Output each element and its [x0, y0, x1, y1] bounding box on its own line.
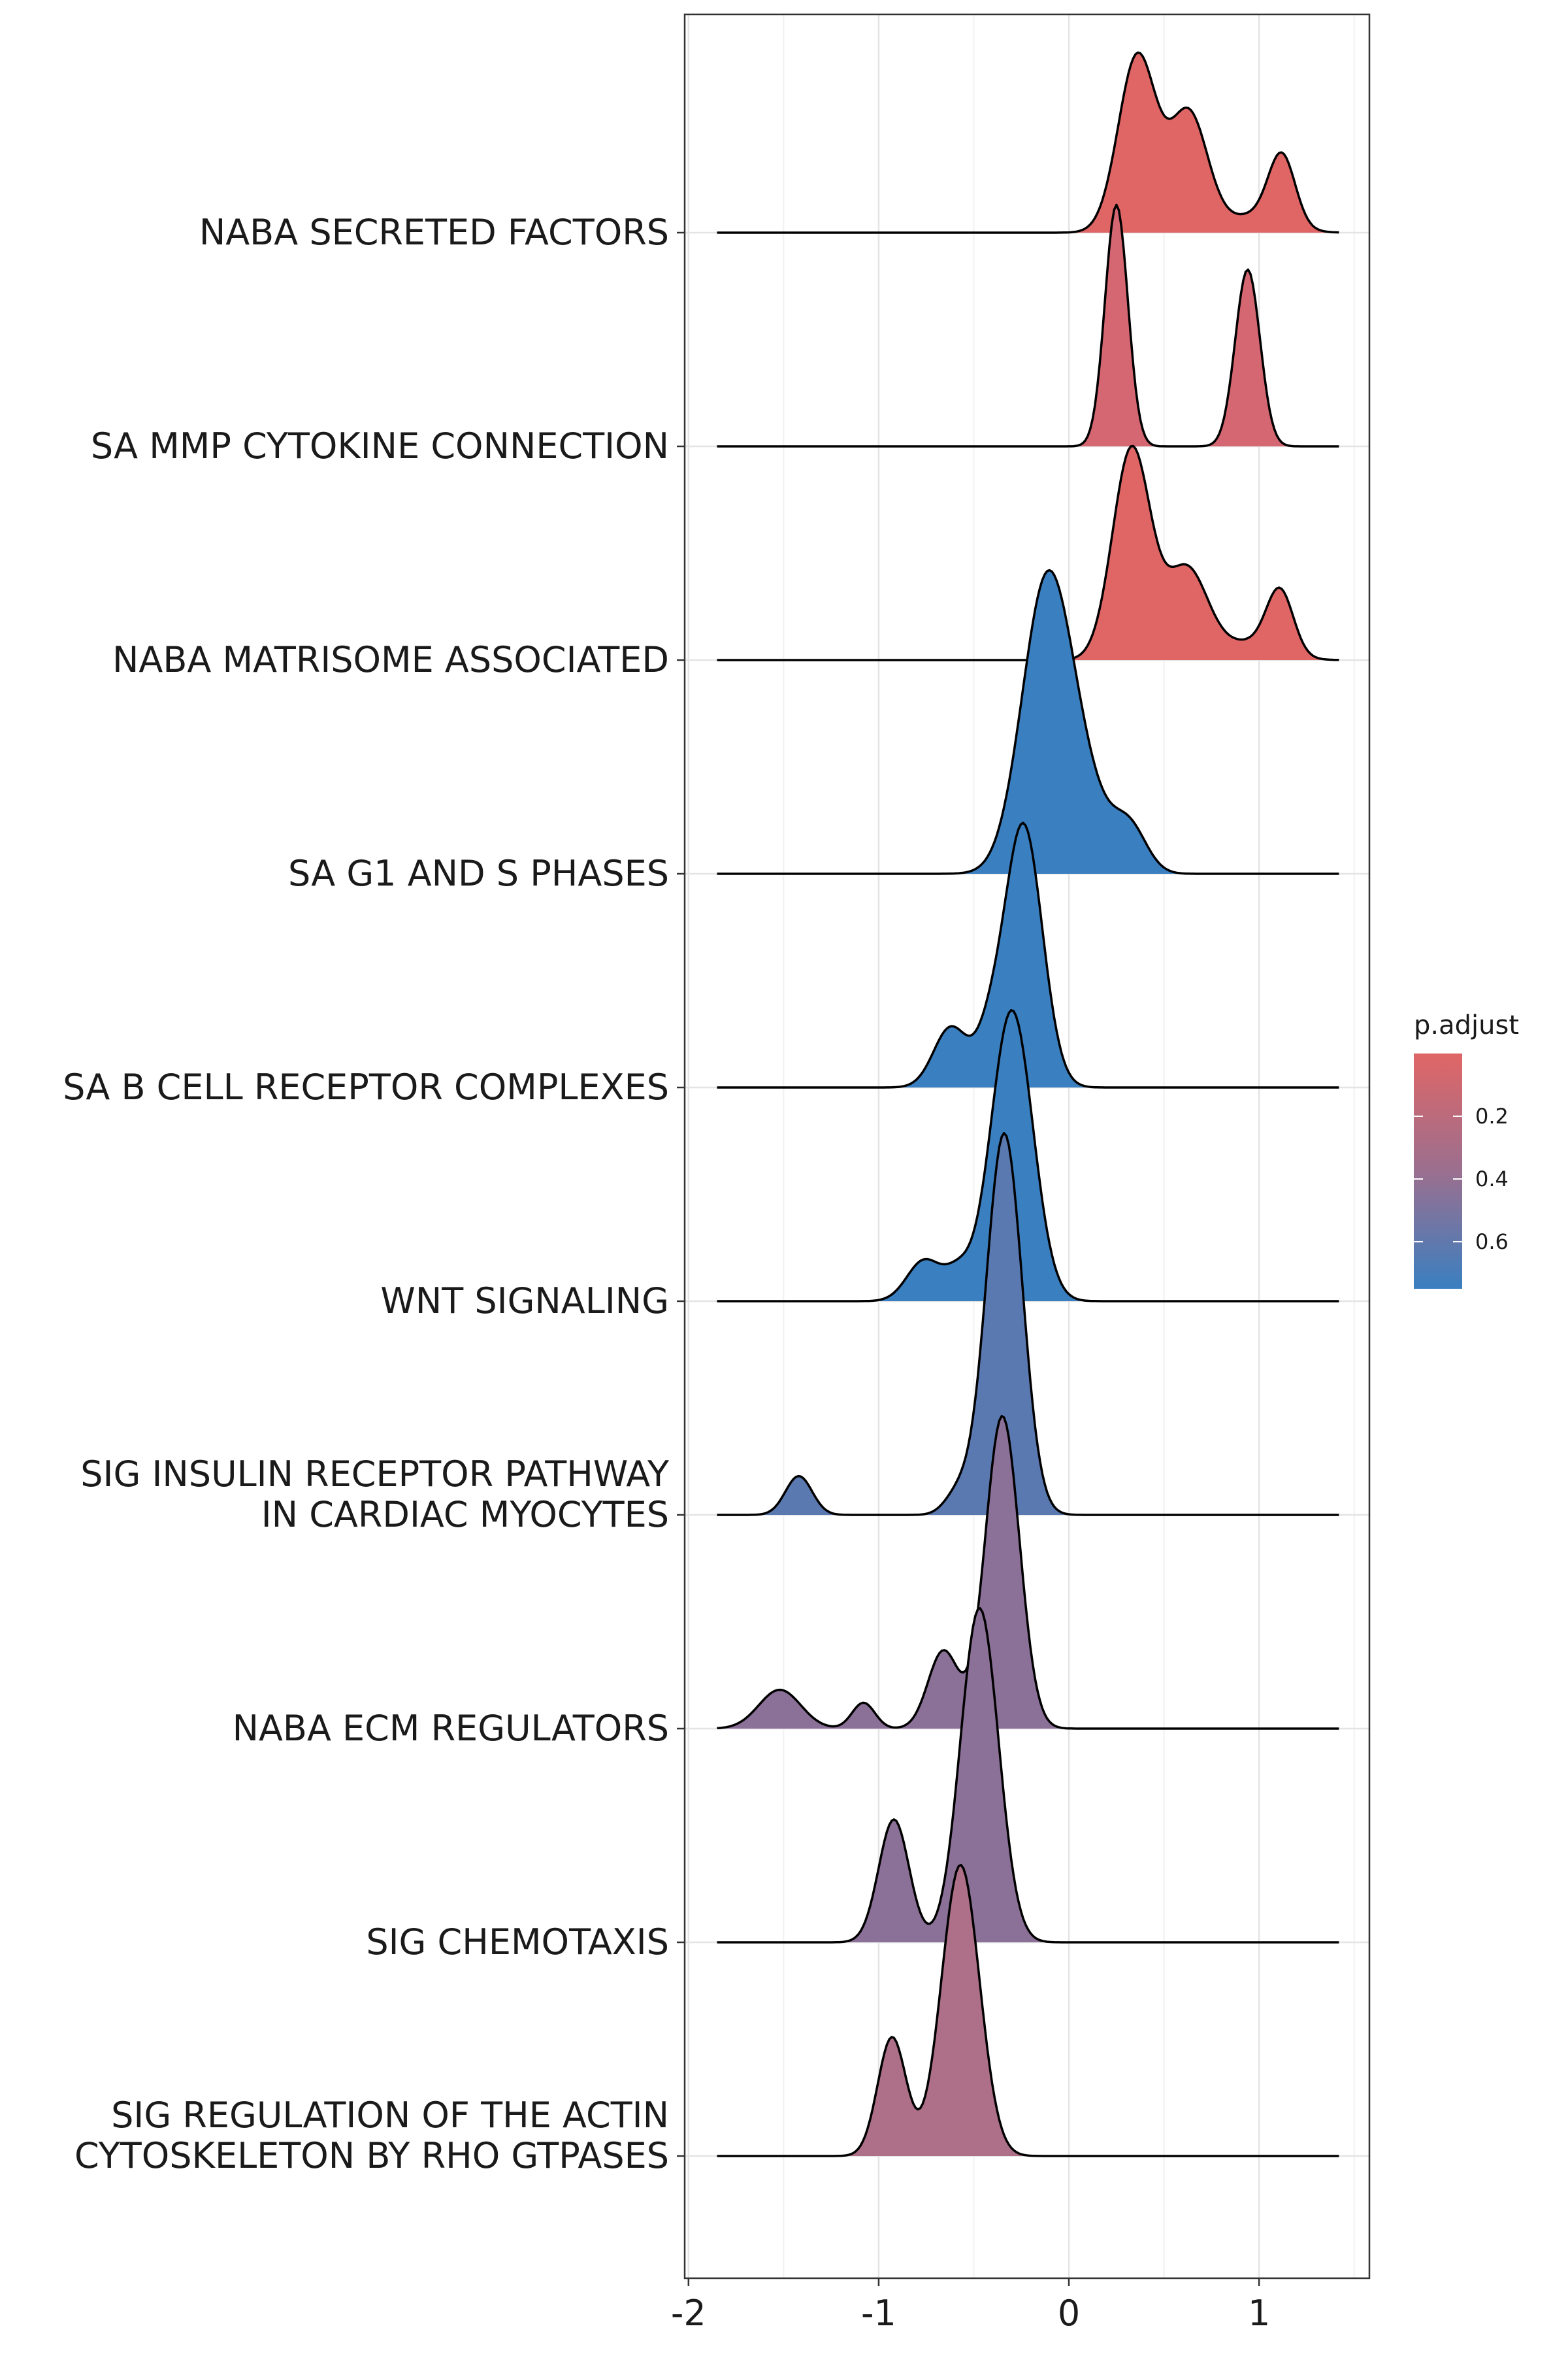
ridge-outline	[717, 1863, 1339, 2157]
ridge-outline	[717, 203, 1339, 448]
ridge-fill	[717, 1010, 1339, 1301]
y-tick-label: SA B CELL RECEPTOR COMPLEXES	[63, 1067, 669, 1108]
ridge-outline	[717, 51, 1339, 234]
ridge-fill	[717, 823, 1339, 1087]
ridge-fill	[717, 52, 1339, 233]
x-tick-label: -1	[861, 2293, 896, 2334]
x-tick-label: -2	[671, 2293, 706, 2334]
panel-border	[683, 13, 1371, 2280]
ridge-fill	[717, 446, 1339, 660]
ridge-fill	[717, 1133, 1339, 1515]
ridge-outline	[717, 1607, 1339, 1944]
legend-ticks: 0.2 0.4 0.6	[1414, 1104, 1509, 1254]
y-tick-label: IN CARDIAC MYOCYTES	[261, 1494, 669, 1535]
y-tick-label: NABA SECRETED FACTORS	[199, 212, 669, 253]
ridge-outline	[717, 1415, 1339, 1730]
y-tick-label: WNT SIGNALING	[380, 1280, 669, 1321]
y-tick-label: NABA ECM REGULATORS	[233, 1708, 669, 1749]
x-axis: -2 -1 0 1	[671, 2278, 1270, 2334]
y-tick-label: SIG CHEMOTAXIS	[366, 1921, 669, 1963]
legend-colorbar	[1414, 1054, 1462, 1289]
color-legend: p.adjust 0.2 0.4 0.6	[1414, 1010, 1519, 1289]
ridge-layer	[717, 51, 1339, 2157]
legend-tick-label: 0.2	[1475, 1104, 1509, 1129]
y-tick-label: SIG REGULATION OF THE ACTIN	[111, 2095, 669, 2136]
y-tick-label: SA MMP CYTOKINE CONNECTION	[91, 425, 669, 467]
y-tick-label: CYTOSKELETON BY RHO GTPASES	[74, 2135, 669, 2176]
ridge-outline	[717, 821, 1339, 1089]
ridge-outline	[717, 1008, 1339, 1302]
legend-tick-label: 0.6	[1475, 1229, 1509, 1254]
x-tick-label: 1	[1248, 2293, 1270, 2334]
legend-title: p.adjust	[1414, 1010, 1519, 1040]
ridge-outline	[717, 569, 1339, 875]
ridge-fill	[717, 570, 1339, 874]
y-tick-label: NABA MATRISOME ASSOCIATED	[112, 639, 669, 680]
ridge-outline	[717, 1132, 1339, 1516]
legend-tick-label: 0.4	[1475, 1167, 1509, 1191]
ridge-fill	[717, 1416, 1339, 1729]
y-tick-label: SA G1 AND S PHASES	[288, 853, 669, 894]
y-axis: NABA SECRETED FACTORS SA MMP CYTOKINE CON…	[63, 212, 685, 2176]
x-tick-label: 0	[1058, 2293, 1080, 2334]
y-tick-label: SIG INSULIN RECEPTOR PATHWAY	[80, 1453, 670, 1495]
